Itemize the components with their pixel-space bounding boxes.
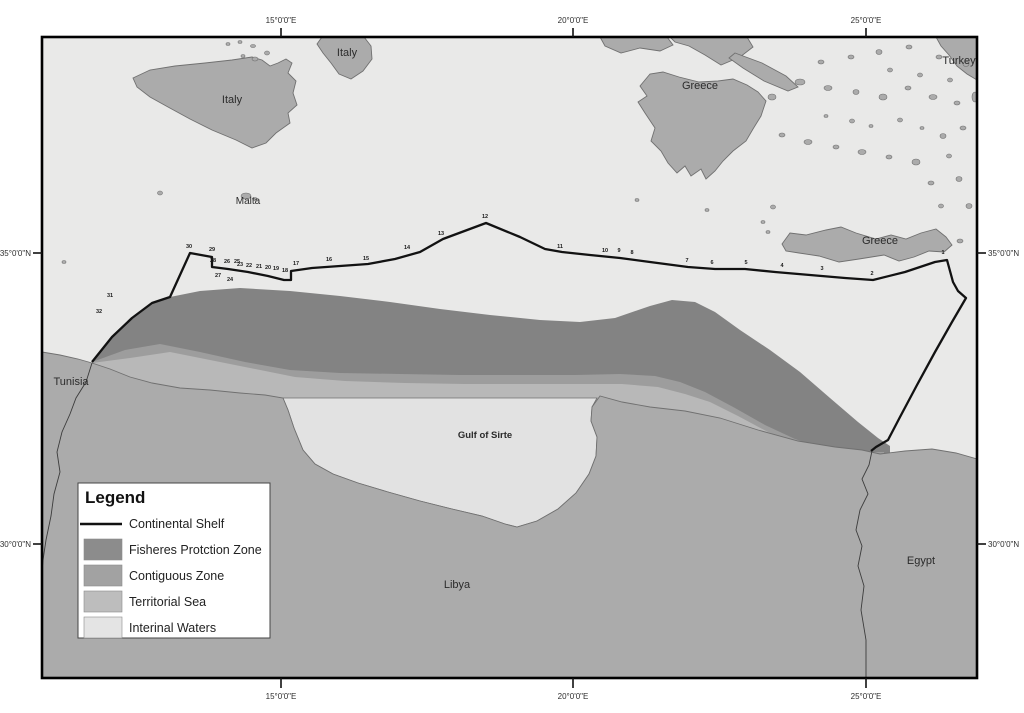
legend-title: Legend bbox=[85, 488, 145, 507]
shelf-point-16: 16 bbox=[326, 257, 332, 263]
shelf-point-26: 26 bbox=[224, 259, 230, 265]
shelf-point-25: 25 bbox=[234, 259, 240, 265]
place-label-italy: Italy bbox=[337, 47, 358, 59]
shelf-point-1: 1 bbox=[941, 250, 944, 256]
legend-item-label: Contiguous Zone bbox=[129, 569, 224, 583]
north-africa-land bbox=[42, 351, 977, 678]
shelf-point-numbers: 1234567891011121314151617181920212223242… bbox=[96, 214, 945, 315]
tunisia-libya-border bbox=[42, 362, 93, 573]
continental-shelf-line bbox=[91, 221, 968, 452]
shelf-point-14: 14 bbox=[404, 245, 411, 251]
axis-label-bottom: 25°0'0"E bbox=[851, 692, 882, 701]
axis-label-top: 25°0'0"E bbox=[851, 16, 882, 25]
shelf-point-4: 4 bbox=[780, 263, 784, 269]
place-label-tunisia: Tunisia bbox=[53, 376, 89, 388]
axis-label-top: 15°0'0"E bbox=[266, 16, 297, 25]
place-label-turkey: Turkey bbox=[942, 55, 976, 67]
libya-egypt-border bbox=[855, 450, 873, 678]
shelf-point-10: 10 bbox=[602, 248, 608, 254]
shelf-point-7: 7 bbox=[685, 258, 688, 264]
axis-label-bottom: 20°0'0"E bbox=[558, 692, 589, 701]
shelf-point-20: 20 bbox=[265, 265, 271, 271]
place-labels: Italy Italy Malta Greece Greece Turkey Tunisia… bbox=[53, 47, 976, 591]
shelf-point-6: 6 bbox=[710, 260, 713, 266]
axis-label-bottom: 15°0'0"E bbox=[266, 692, 297, 701]
axis-label-top: 20°0'0"E bbox=[558, 16, 589, 25]
place-label-italy: Italy bbox=[222, 94, 243, 106]
place-label-libya: Libya bbox=[444, 579, 471, 591]
legend-item-label: Territorial Sea bbox=[129, 595, 206, 609]
legend-item-label: Interinal Waters bbox=[129, 621, 216, 635]
legend: Legend Continental Shelf Fisheres Protcti… bbox=[77, 482, 271, 639]
axis-label-left: 30°0'0"N bbox=[0, 540, 31, 549]
peloponnese bbox=[637, 71, 767, 180]
shelf-point-5: 5 bbox=[744, 260, 747, 266]
crete bbox=[781, 226, 953, 263]
place-label-greece: Greece bbox=[862, 235, 898, 247]
shelf-point-32: 32 bbox=[96, 309, 102, 315]
shelf-point-18: 18 bbox=[282, 268, 288, 274]
shelf-point-30: 30 bbox=[186, 244, 192, 250]
legend-swatch bbox=[83, 616, 123, 639]
legend-swatch bbox=[83, 564, 123, 587]
axis-label-right: 35°0'0"N bbox=[988, 249, 1019, 258]
place-label-gulf-of-sirte: Gulf of Sirte bbox=[458, 430, 512, 441]
legend-swatch bbox=[83, 590, 123, 613]
shelf-point-27: 27 bbox=[215, 273, 221, 279]
shelf-point-3: 3 bbox=[820, 266, 823, 272]
shelf-point-13: 13 bbox=[438, 231, 444, 237]
aegean-islands bbox=[61, 40, 977, 264]
turkey-land bbox=[935, 37, 977, 81]
shelf-point-22: 22 bbox=[246, 263, 252, 269]
calabria-italy bbox=[316, 37, 373, 80]
place-label-egypt: Egypt bbox=[907, 555, 935, 567]
shelf-point-28: 28 bbox=[210, 258, 216, 264]
shelf-point-19: 19 bbox=[273, 266, 279, 272]
map-frame bbox=[40, 35, 979, 680]
place-label-malta: Malta bbox=[236, 196, 261, 207]
graticule-ticks: 15°0'0"E 20°0'0"E 25°0'0"E 15°0'0"E 20°0'0"E… bbox=[0, 16, 1019, 701]
shelf-point-24: 24 bbox=[227, 277, 234, 283]
shelf-point-17: 17 bbox=[293, 261, 299, 267]
legend-item-label: Continental Shelf bbox=[129, 517, 225, 531]
axis-label-left: 35°0'0"N bbox=[0, 249, 31, 258]
shelf-point-12: 12 bbox=[482, 214, 488, 220]
shelf-point-23: 23 bbox=[237, 262, 243, 268]
shelf-point-29: 29 bbox=[209, 247, 215, 253]
shelf-point-2: 2 bbox=[870, 271, 873, 277]
shelf-point-11: 11 bbox=[557, 244, 563, 250]
shelf-point-8: 8 bbox=[630, 250, 633, 256]
sicily bbox=[132, 56, 298, 149]
shelf-point-21: 21 bbox=[256, 264, 262, 270]
legend-swatch bbox=[83, 538, 123, 561]
legend-item-label: Fisheres Protction Zone bbox=[129, 543, 262, 557]
shelf-point-9: 9 bbox=[617, 248, 620, 254]
greece-mainland bbox=[599, 37, 674, 54]
europe-land bbox=[132, 37, 977, 263]
axis-label-right: 30°0'0"N bbox=[988, 540, 1019, 549]
place-label-greece: Greece bbox=[682, 80, 718, 92]
shelf-point-15: 15 bbox=[363, 256, 369, 262]
legend-items: Continental Shelf Fisheres Protction Zone… bbox=[80, 517, 262, 639]
shelf-point-31: 31 bbox=[107, 293, 113, 299]
euboea bbox=[728, 52, 799, 92]
